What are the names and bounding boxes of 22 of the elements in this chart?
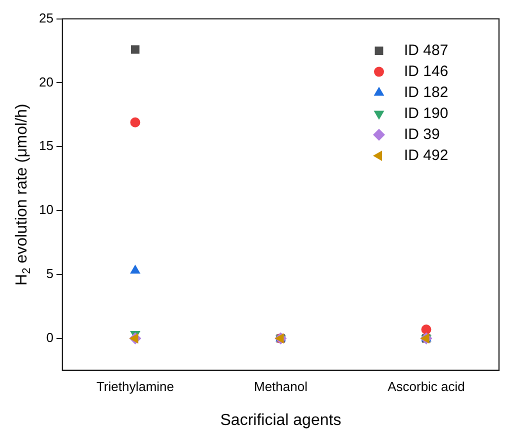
y-tick-label: 20 [38,74,54,90]
x-tick-label: Methanol [254,378,308,394]
point [130,117,140,128]
legend-label: ID 39 [404,126,440,143]
legend-label: ID 146 [404,62,448,80]
legend-label: ID 487 [404,42,448,59]
point [421,324,432,334]
y-tick-label: 15 [38,138,54,154]
x-axis-title: Sacrificial agents [220,412,342,429]
point [130,45,140,54]
x-tick-label: Triethylamine [96,378,174,394]
y-tick-label: 5 [46,266,54,282]
y-tick-label: 25 [38,10,54,26]
legend-label: ID 190 [404,104,448,122]
y-axis-title: H2 evolution rate (μmol/h) [13,104,33,286]
point [130,264,140,274]
y-tick-label: 0 [46,330,54,346]
y-tick-label: 10 [38,202,54,218]
x-tick-label: Ascorbic acid [388,378,465,394]
point [129,333,138,344]
legend-label: ID 182 [404,84,448,101]
legend-label: ID 492 [404,146,448,164]
